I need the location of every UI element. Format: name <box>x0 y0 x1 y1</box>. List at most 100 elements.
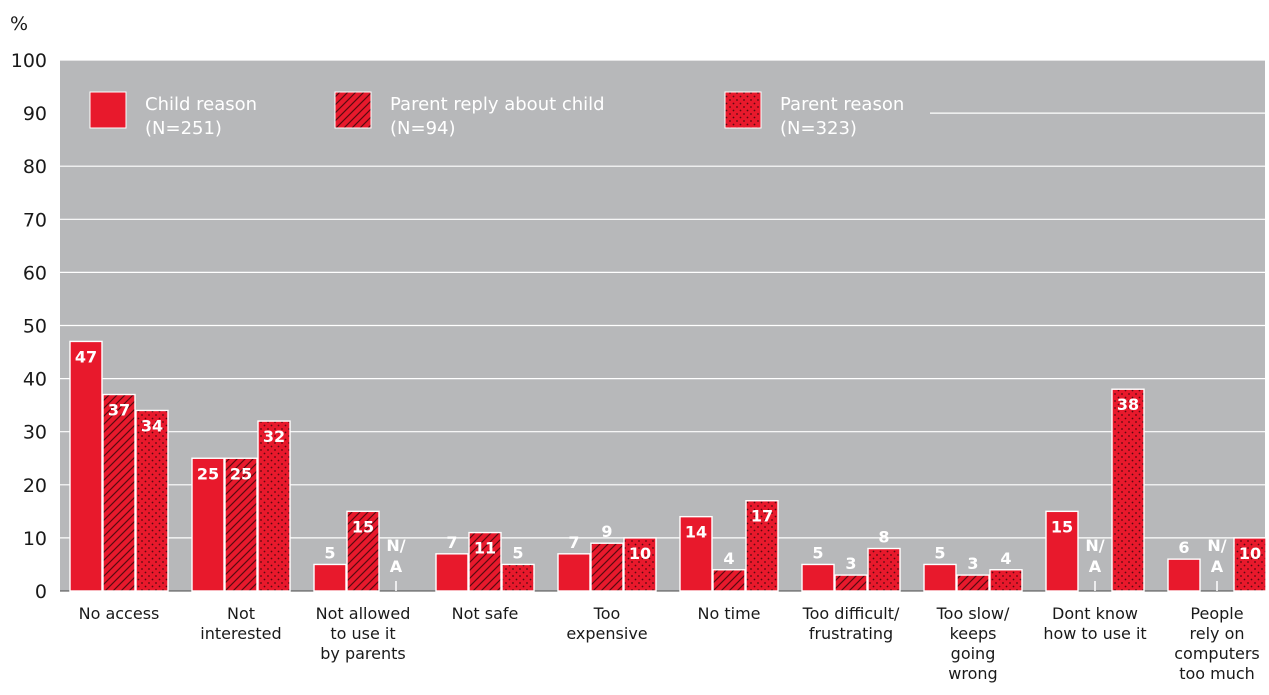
na-label: N/ <box>1085 536 1104 555</box>
bar <box>956 574 990 592</box>
bar <box>590 542 624 592</box>
bar <box>1111 388 1145 592</box>
bar <box>623 537 657 592</box>
y-tick-label: 40 <box>23 369 47 391</box>
y-axis-unit: % <box>10 13 28 35</box>
y-tick-label: 60 <box>23 262 47 284</box>
bar <box>346 510 380 592</box>
na-label: N/ <box>386 536 405 555</box>
y-tick-label: 90 <box>23 103 47 125</box>
bar <box>1233 537 1267 592</box>
legend-swatch <box>724 91 762 129</box>
legend-swatch <box>89 91 127 129</box>
y-tick-label: 80 <box>23 156 47 178</box>
na-label: A <box>390 557 403 576</box>
data-label: 38 <box>1117 395 1139 414</box>
data-label: 3 <box>967 554 978 573</box>
na-label: A <box>1089 557 1102 576</box>
bar <box>135 409 169 592</box>
bar <box>801 563 835 592</box>
category-label: how to use it <box>1043 624 1146 643</box>
data-label: 7 <box>446 533 457 552</box>
legend-label: Child reason <box>145 94 257 115</box>
bar <box>989 569 1023 592</box>
category-label: No time <box>698 604 761 623</box>
category-label: by parents <box>320 644 406 663</box>
category-label: Dont know <box>1052 604 1138 623</box>
data-label: 32 <box>263 427 285 446</box>
bar <box>257 420 291 592</box>
bar <box>923 563 957 592</box>
data-label: 7 <box>568 533 579 552</box>
bar <box>1045 510 1079 592</box>
data-label: 10 <box>629 544 651 563</box>
data-label: 3 <box>845 554 856 573</box>
category-label: Not <box>227 604 255 623</box>
legend-sublabel: (N=323) <box>780 118 857 139</box>
category-label: expensive <box>566 624 647 643</box>
bar <box>679 515 713 592</box>
category-label: going <box>951 644 996 663</box>
legend-sublabel: (N=251) <box>145 118 222 139</box>
y-tick-label: 20 <box>23 475 47 497</box>
y-tick-label: 70 <box>23 209 47 231</box>
bar <box>712 569 746 592</box>
data-label: 37 <box>108 401 130 420</box>
category-label: wrong <box>948 664 997 683</box>
data-label: 6 <box>1178 538 1189 557</box>
bar <box>435 553 469 592</box>
legend-sublabel: (N=94) <box>390 118 456 139</box>
data-label: 4 <box>1000 549 1011 568</box>
bar <box>557 553 591 592</box>
bar <box>1167 558 1201 592</box>
data-label: 15 <box>352 517 374 536</box>
category-label: Not safe <box>452 604 519 623</box>
bar <box>224 457 258 592</box>
category-label: Too difficult/ <box>802 604 900 623</box>
data-label: 5 <box>934 543 945 562</box>
data-label: 5 <box>324 543 335 562</box>
data-label: 47 <box>75 347 97 366</box>
y-tick-label: 30 <box>23 422 47 444</box>
y-tick-label: 0 <box>35 581 47 603</box>
data-label: 9 <box>601 522 612 541</box>
bar <box>191 457 225 592</box>
data-label: 10 <box>1239 544 1261 563</box>
category-label: too much <box>1179 664 1255 683</box>
bar <box>102 393 136 592</box>
bar <box>313 563 347 592</box>
na-label: N/ <box>1207 536 1226 555</box>
legend-label: Parent reason <box>780 94 904 115</box>
y-tick-label: 50 <box>23 316 47 338</box>
na-label: A <box>1211 557 1224 576</box>
data-label: 25 <box>197 464 219 483</box>
data-label: 17 <box>751 507 773 526</box>
bar <box>834 574 868 592</box>
bar <box>501 563 535 592</box>
category-label: frustrating <box>809 624 893 643</box>
data-label: 14 <box>685 523 707 542</box>
bar <box>468 531 502 592</box>
category-label: Not allowed <box>316 604 411 623</box>
data-label: 4 <box>723 549 734 568</box>
data-label: 15 <box>1051 517 1073 536</box>
bar <box>867 547 901 592</box>
bar <box>69 340 103 592</box>
category-label: computers <box>1174 644 1260 663</box>
category-label: to use it <box>330 624 395 643</box>
category-label: rely on <box>1190 624 1245 643</box>
legend-swatch <box>334 91 372 129</box>
bar <box>745 500 779 592</box>
category-label: Too <box>593 604 621 623</box>
category-label: interested <box>200 624 281 643</box>
data-label: 8 <box>878 528 889 547</box>
category-label: People <box>1190 604 1243 623</box>
y-tick-label: 10 <box>23 528 47 550</box>
legend-label: Parent reply about child <box>390 94 605 115</box>
data-label: 25 <box>230 464 252 483</box>
y-tick-label: 100 <box>11 50 47 72</box>
data-label: 5 <box>812 543 823 562</box>
data-label: 5 <box>512 543 523 562</box>
data-label: 34 <box>141 416 163 435</box>
